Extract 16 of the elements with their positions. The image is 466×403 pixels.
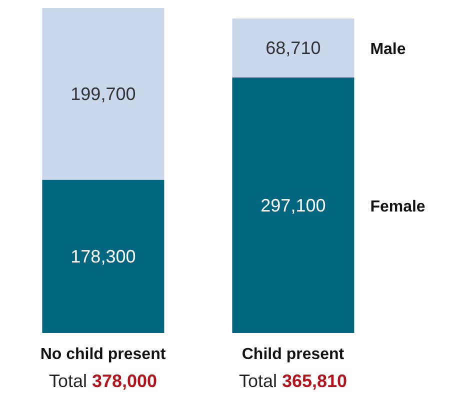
bar	[232, 78, 354, 333]
text: Total	[48, 371, 87, 391]
bar	[42, 180, 164, 333]
data-label: 199,700	[70, 84, 136, 104]
bar	[232, 18, 354, 78]
total-label: 378,000	[92, 371, 158, 391]
data-label: 297,100	[260, 195, 326, 216]
series-label: Female	[370, 198, 426, 216]
data-label: 178,300	[70, 246, 136, 266]
x-tick-label: No child present	[40, 346, 166, 363]
bar	[42, 8, 164, 180]
text: Total	[238, 371, 277, 391]
x-tick-label: Child present	[242, 346, 345, 363]
total-label: 365,810	[282, 371, 348, 391]
series-label: Male	[370, 41, 406, 58]
data-label: 68,710	[266, 38, 321, 58]
